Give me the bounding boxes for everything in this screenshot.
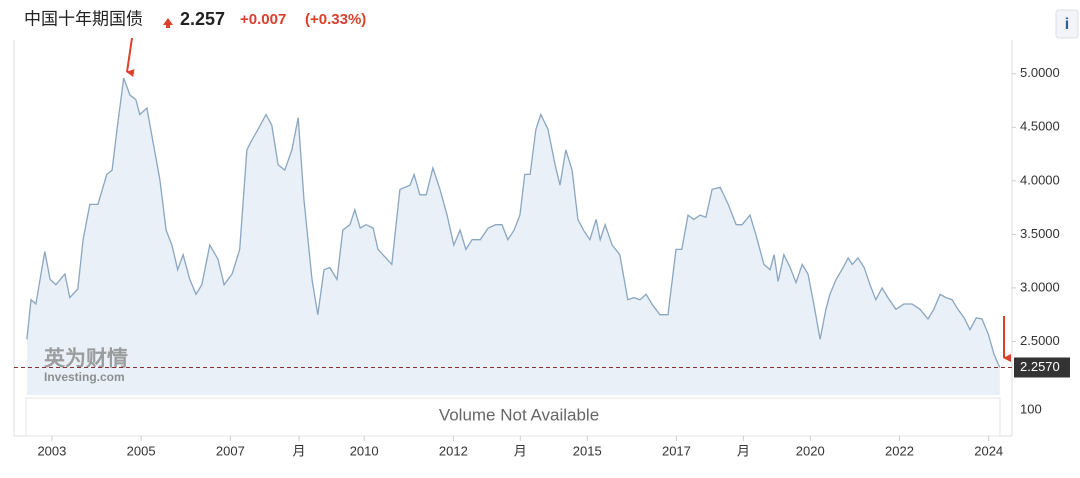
x-tick-label: 2012 [439,443,468,458]
info-icon[interactable]: i [1065,16,1069,33]
x-tick-label: 2003 [37,443,66,458]
x-tick-label: 2005 [127,443,156,458]
current-label: 2.2570 [1020,359,1060,374]
volume-note: Volume Not Available [439,405,599,424]
volume-panel [25,397,1001,437]
price: 2.257 [180,9,225,29]
change-percent: (+0.33%) [305,11,366,28]
y-tick-label: 4.5000 [1020,119,1060,134]
y-tick-label: 3.5000 [1020,226,1060,241]
change: +0.007 [240,11,286,28]
current-label-box [1014,357,1070,378]
line [26,77,1001,368]
x-tick-label: 月 [514,443,527,458]
y-tick-label: 4.0000 [1020,172,1060,187]
x-tick-label: 2010 [350,443,379,458]
y-tick-label: 2.5000 [1020,333,1060,348]
x-tick-label: 月 [737,443,750,458]
x-tick-label: 2007 [216,443,245,458]
x-tick-label: 月 [293,443,306,458]
x-tick-label: 2024 [974,443,1003,458]
chart-title: 中国十年期国债 [24,9,143,28]
annotation-arrow [126,37,135,77]
watermark: Investing.com [44,370,125,384]
watermark: 英为财情 [44,347,128,371]
y-tick-label: 3.0000 [1020,279,1060,294]
volume-tick: 100 [1020,401,1042,416]
area [26,78,1000,395]
y-tick-label: 5.0000 [1020,65,1060,80]
x-tick-label: 2022 [885,443,914,458]
x-tick-label: 2015 [573,443,602,458]
up-icon [163,18,173,28]
plot-area [26,77,1001,395]
x-tick-label: 2017 [662,443,691,458]
x-tick-label: 2020 [796,443,825,458]
info-button[interactable] [1055,9,1079,39]
